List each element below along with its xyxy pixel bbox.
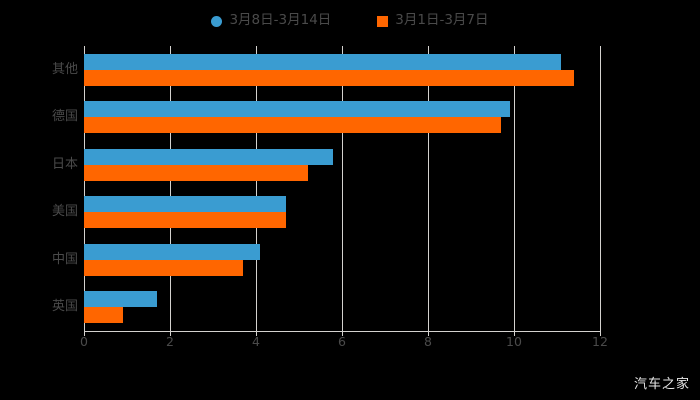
bar[interactable] <box>84 69 575 86</box>
y-axis-labels: 其他德国日本美国中国英国 <box>0 46 78 331</box>
bar[interactable] <box>84 148 334 165</box>
legend-label-series-2: 3月1日-3月7日 <box>395 12 489 29</box>
x-axis-tick-labels: 0 2 4 6 8 10 12 <box>80 334 608 356</box>
bar[interactable] <box>84 117 502 134</box>
x-axis-tick-mark <box>600 331 601 336</box>
x-axis-tick-mark <box>256 331 257 336</box>
bar[interactable] <box>84 243 261 260</box>
plot-area <box>84 46 601 331</box>
grid-line <box>170 46 171 331</box>
y-axis-label: 德国 <box>51 109 78 125</box>
bar[interactable] <box>84 164 308 181</box>
x-axis-tick-mark <box>514 331 515 336</box>
y-axis-label: 美国 <box>51 204 78 220</box>
y-axis-label: 其他 <box>51 61 78 77</box>
x-axis-tick-label: 4 <box>252 334 260 349</box>
grid-line <box>342 46 343 331</box>
x-axis-tick-mark <box>170 331 171 336</box>
bar[interactable] <box>84 101 510 118</box>
y-axis-label: 中国 <box>51 251 78 267</box>
bar[interactable] <box>84 196 287 213</box>
x-axis-tick-label: 0 <box>80 334 88 349</box>
square-icon <box>377 15 389 27</box>
x-axis-tick-label: 8 <box>424 334 432 349</box>
x-axis-tick-label: 10 <box>506 334 522 349</box>
x-axis-tick-mark <box>342 331 343 336</box>
bar[interactable] <box>84 259 244 276</box>
x-axis-tick-mark <box>428 331 429 336</box>
legend-label-series-1: 3月8日-3月14日 <box>229 12 332 29</box>
x-axis-tick-label: 6 <box>338 334 346 349</box>
grid-line <box>428 46 429 331</box>
x-axis-tick-mark <box>84 331 85 336</box>
watermark: 汽车之家 <box>633 377 690 392</box>
x-axis-tick-label: 12 <box>592 334 608 349</box>
legend-item-series-2[interactable]: 3月1日-3月7日 <box>377 12 489 29</box>
legend-item-series-1[interactable]: 3月8日-3月14日 <box>211 14 331 28</box>
bar[interactable] <box>84 307 123 324</box>
grid-line <box>600 46 601 331</box>
x-axis-tick-label: 2 <box>166 334 174 349</box>
y-axis-label: 日本 <box>51 156 78 172</box>
y-axis-label: 英国 <box>51 299 78 315</box>
grid-line <box>256 46 257 331</box>
bar[interactable] <box>84 212 287 229</box>
bar[interactable] <box>84 53 562 70</box>
bar[interactable] <box>84 291 158 308</box>
circle-icon <box>211 15 223 27</box>
chart-legend: 3月8日-3月14日 3月1日-3月7日 <box>0 8 700 34</box>
grid-line <box>514 46 515 331</box>
grid-line <box>84 46 85 331</box>
